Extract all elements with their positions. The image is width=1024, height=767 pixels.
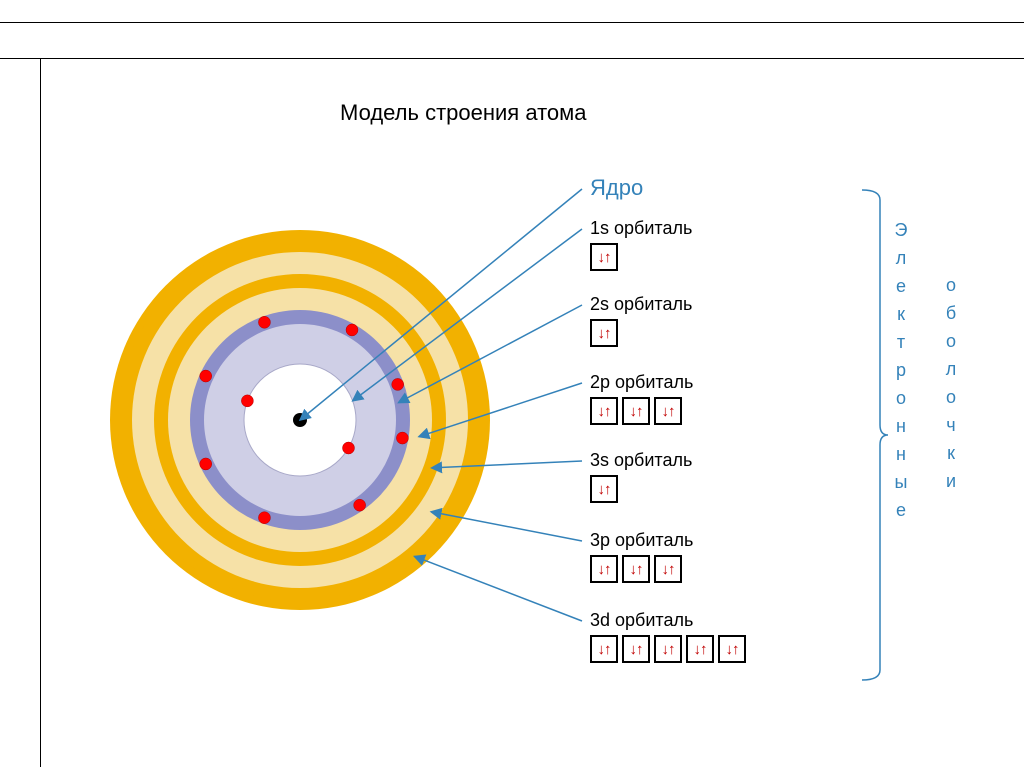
shell-3d — [118, 238, 482, 602]
electron-2 — [396, 432, 408, 444]
diagram-title: Модель строения атома — [340, 100, 587, 126]
electron-6 — [200, 370, 212, 382]
orbital-box: ↓↑ — [590, 397, 618, 425]
label-row-1s: 1s орбиталь ↓↑ — [590, 218, 692, 271]
shell-3s — [154, 274, 446, 566]
label-row-3s: 3s орбиталь ↓↑ — [590, 450, 692, 503]
shell-2s-inner — [204, 324, 396, 516]
orbital-boxes-3d: ↓↑↓↑↓↑↓↑↓↑ — [590, 635, 746, 663]
orbital-boxes-2p: ↓↑↓↑↓↑ — [590, 397, 693, 425]
orbital-box: ↓↑ — [654, 555, 682, 583]
orbital-boxes-3p: ↓↑↓↑↓↑ — [590, 555, 693, 583]
label-text-2s: 2s орбиталь — [590, 294, 692, 315]
shells-word: оболочки — [940, 275, 961, 499]
arrow-3p — [431, 512, 582, 541]
shell-2p — [168, 288, 432, 552]
orbital-box: ↓↑ — [622, 397, 650, 425]
electron-3 — [354, 499, 366, 511]
label-text-3s: 3s орбиталь — [590, 450, 692, 471]
label-text-1s: 1s орбиталь — [590, 218, 692, 239]
arrow-3s — [432, 461, 582, 468]
orbital-box: ↓↑ — [590, 319, 618, 347]
electron-8 — [346, 324, 358, 336]
shell-1s — [244, 364, 356, 476]
label-row-2p: 2p орбиталь↓↑↓↑↓↑ — [590, 372, 693, 425]
orbital-boxes-1s: ↓↑ — [590, 243, 692, 271]
orbital-box: ↓↑ — [622, 555, 650, 583]
arrow-1s — [353, 229, 582, 401]
label-text-3d: 3d орбиталь — [590, 610, 746, 631]
electron-4 — [258, 512, 270, 524]
frame-rule-1 — [0, 22, 1024, 23]
orbital-box: ↓↑ — [654, 397, 682, 425]
electron-0 — [342, 442, 354, 454]
arrow-2p — [419, 383, 582, 437]
label-text-2p: 2p орбиталь — [590, 372, 693, 393]
label-row-3p: 3p орбиталь↓↑↓↑↓↑ — [590, 530, 693, 583]
orbital-boxes-2s: ↓↑ — [590, 319, 692, 347]
label-row-2s: 2s орбиталь ↓↑ — [590, 294, 692, 347]
orbital-box: ↓↑ — [590, 635, 618, 663]
frame-rule-left — [40, 58, 41, 767]
shell-outer-rim — [110, 230, 490, 610]
label-row-nucleus: Ядро — [590, 175, 643, 205]
electron-9 — [392, 378, 404, 390]
label-row-3d: 3d орбиталь↓↑↓↑↓↑↓↑↓↑ — [590, 610, 746, 663]
electron-word: Электронные — [890, 220, 911, 528]
orbital-box: ↓↑ — [686, 635, 714, 663]
label-text-nucleus: Ядро — [590, 175, 643, 201]
label-text-3p: 3p орбиталь — [590, 530, 693, 551]
nucleus-dot — [293, 413, 307, 427]
orbital-box: ↓↑ — [654, 635, 682, 663]
arrow-3d — [414, 556, 582, 621]
shell-3p — [132, 252, 468, 588]
electron-5 — [200, 458, 212, 470]
orbital-box: ↓↑ — [590, 555, 618, 583]
electron-1 — [241, 395, 253, 407]
frame-rule-2 — [0, 58, 1024, 59]
shell-2s — [190, 310, 410, 530]
orbital-box: ↓↑ — [590, 475, 618, 503]
orbital-box: ↓↑ — [590, 243, 618, 271]
electron-7 — [258, 316, 270, 328]
orbital-box: ↓↑ — [622, 635, 650, 663]
arrow-2s — [398, 305, 582, 403]
brace-icon — [862, 190, 888, 680]
arrow-nucleus — [300, 189, 582, 420]
orbital-boxes-3s: ↓↑ — [590, 475, 692, 503]
orbital-box: ↓↑ — [718, 635, 746, 663]
